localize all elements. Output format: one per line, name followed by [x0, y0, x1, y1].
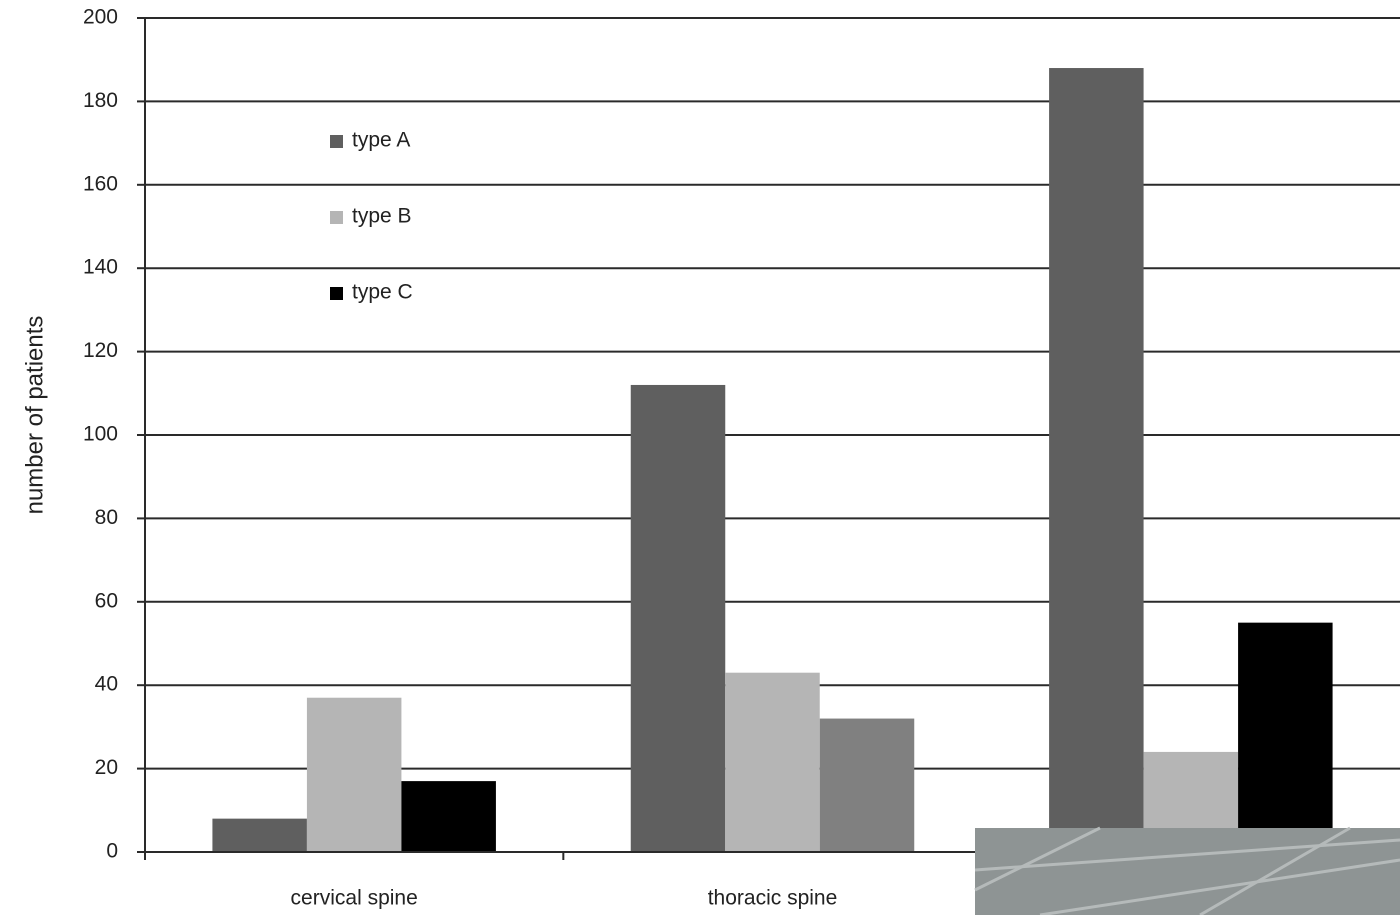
y-tick-label: 120	[83, 339, 118, 362]
bar	[1049, 68, 1144, 852]
y-tick-label: 200	[83, 6, 118, 29]
y-tick-label: 100	[83, 423, 118, 446]
bar	[1238, 623, 1333, 852]
legend-swatch	[330, 135, 343, 148]
y-tick-label: 0	[106, 840, 118, 863]
bar	[401, 781, 496, 852]
photo	[975, 828, 1400, 915]
chart: number of patients 0 20 40 60 80 100 120 140 160…	[0, 0, 1400, 915]
bar	[212, 819, 307, 852]
legend-label: type A	[352, 129, 410, 152]
y-tick-label: 160	[83, 172, 118, 195]
photo-overlay	[975, 828, 1400, 915]
legend-swatch	[330, 211, 343, 224]
page: number of patients 0 20 40 60 80 100 120 140 160…	[0, 0, 1400, 915]
bar	[820, 719, 915, 852]
legend-label: type C	[352, 281, 413, 304]
y-tick-label: 60	[95, 589, 118, 612]
y-tick-label: 80	[95, 506, 118, 529]
bar	[725, 673, 820, 852]
y-axis-label: number of patients	[21, 316, 48, 515]
bar	[307, 698, 402, 852]
x-tick-label: cervical spine	[291, 887, 418, 910]
y-tick-label: 20	[95, 756, 118, 779]
y-tick-label: 40	[95, 673, 118, 696]
x-tick-label: thoracic spine	[708, 887, 838, 910]
y-tick-label: 180	[83, 89, 118, 112]
legend-swatch	[330, 287, 343, 300]
bar	[631, 385, 726, 852]
y-tick-label: 140	[83, 256, 118, 279]
legend-label: type B	[352, 205, 412, 228]
